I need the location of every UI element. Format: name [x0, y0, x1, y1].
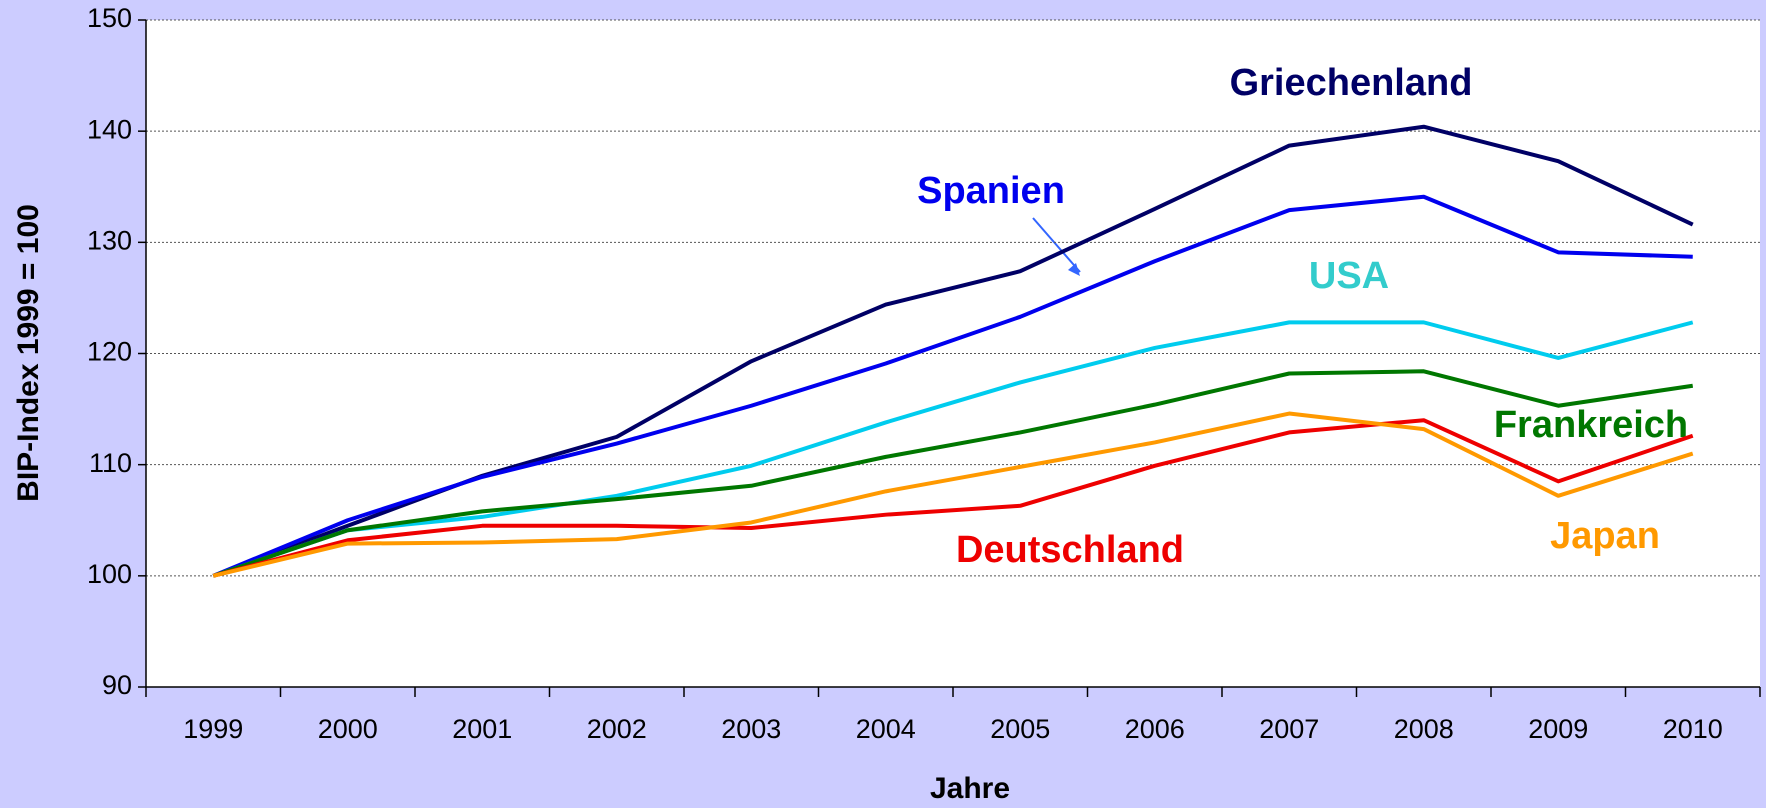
series-line	[212, 194, 1693, 578]
y-tick-label: 150	[87, 3, 132, 33]
x-tick-label: 2009	[1528, 714, 1588, 744]
y-tick-label: 90	[102, 670, 132, 700]
x-tick-label: 2002	[587, 714, 647, 744]
x-tick-label: 2007	[1259, 714, 1319, 744]
x-axis-title: Jahre	[930, 772, 1010, 805]
x-tick-label: 2003	[721, 714, 781, 744]
plot-area	[146, 20, 1760, 687]
x-tick-label: 2005	[990, 714, 1050, 744]
series-label: USA	[1309, 255, 1389, 297]
x-tick-label: 2004	[856, 714, 916, 744]
y-tick-label: 130	[87, 225, 132, 255]
y-tick-label: 100	[87, 559, 132, 589]
x-tick-label: 2000	[318, 714, 378, 744]
series-line	[212, 369, 1694, 578]
series-line	[212, 418, 1694, 578]
series-label: Japan	[1550, 515, 1660, 557]
series-label: Frankreich	[1494, 404, 1688, 446]
arrow	[1032, 217, 1081, 273]
series-label: Deutschland	[956, 529, 1184, 571]
series-line	[212, 320, 1694, 578]
x-tick-label: 2008	[1394, 714, 1454, 744]
arrow-head	[1068, 263, 1080, 276]
y-tick-label: 120	[87, 337, 132, 367]
y-tick-label: 110	[89, 448, 132, 478]
y-tick-label: 140	[87, 114, 132, 144]
series-label: Spanien	[917, 170, 1065, 212]
x-tick-label: 2001	[452, 714, 512, 744]
x-tick-label: 1999	[183, 714, 243, 744]
series-line	[212, 411, 1694, 578]
series-label: Griechenland	[1230, 62, 1473, 104]
x-tick-label: 2006	[1125, 714, 1185, 744]
x-tick-label: 2010	[1663, 714, 1723, 744]
y-axis-title: BIP-Index 1999 = 100	[12, 204, 45, 502]
